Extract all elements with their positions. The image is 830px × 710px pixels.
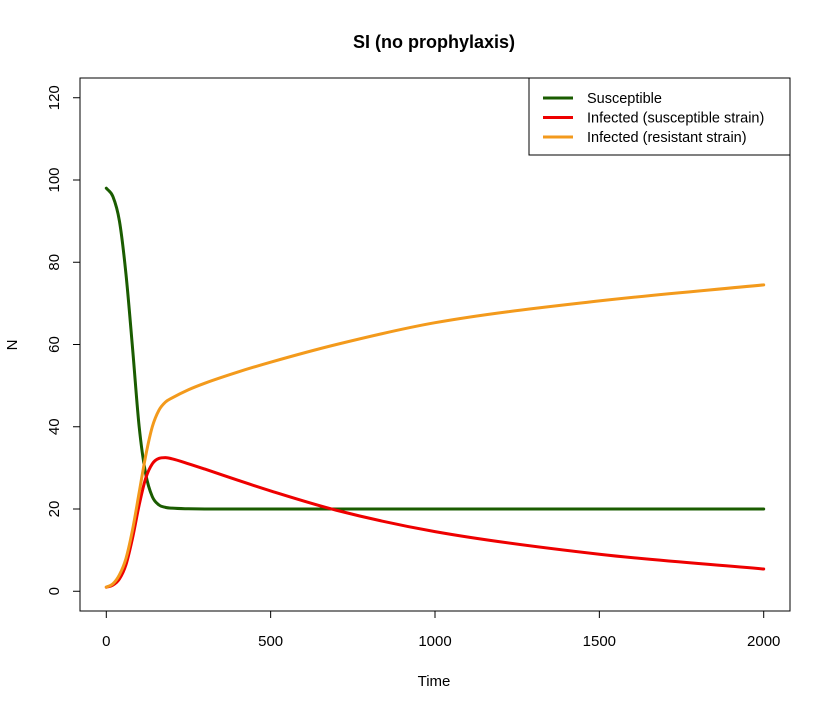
x-tick-label: 0 [102,633,110,650]
x-tick-label: 500 [258,633,283,650]
y-axis-label: N [4,340,21,351]
legend-label-infected-resistant-strain: Infected (resistant strain) [587,130,747,146]
y-tick-label: 60 [46,336,63,353]
x-axis: 0 500 1000 1500 2000 [102,610,780,650]
chart-title: SI (no prophylaxis) [353,32,515,52]
y-tick-label: 120 [46,85,63,110]
x-tick-label: 2000 [747,633,780,650]
legend-label-infected-susceptible-strain: Infected (susceptible strain) [587,111,764,127]
x-axis-label: Time [418,673,451,690]
y-tick-label: 80 [46,254,63,271]
series-lines [104,186,766,589]
x-tick-label: 1500 [583,633,616,650]
y-tick-label: 100 [46,167,63,192]
series-line-infected-resistant-strain [104,283,766,589]
y-tick-label: 20 [46,501,63,518]
y-tick-label: 40 [46,418,63,435]
series-line-infected-susceptible-strain [104,456,766,589]
legend-label-susceptible: Susceptible [587,91,662,107]
x-tick-label: 1000 [418,633,451,650]
y-tick-label: 0 [46,587,63,595]
legend: Susceptible Infected (susceptible strain)… [528,77,791,156]
y-axis: 0 20 40 60 80 100 120 [46,85,81,595]
series-line-susceptible [104,186,766,511]
